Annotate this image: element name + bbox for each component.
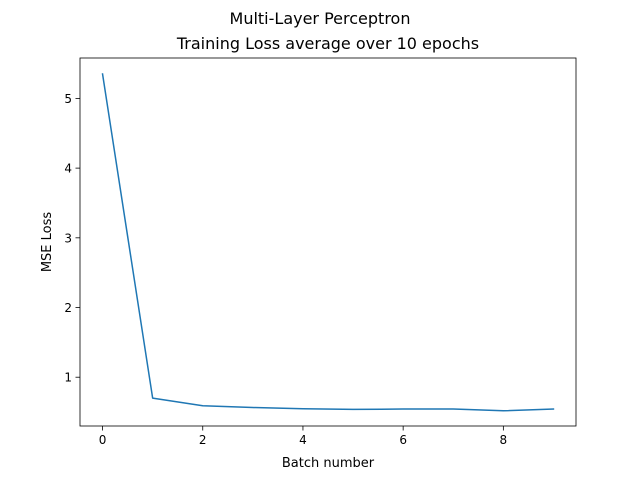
y-axis-label: MSE Loss [40,212,55,273]
chart-suptitle: Multi-Layer Perceptron [230,9,411,28]
chart-title: Training Loss average over 10 epochs [176,34,479,53]
x-tick-label-4: 4 [299,433,307,447]
x-axis-label: Batch number [282,456,375,471]
plot-frame [79,57,577,427]
y-tick-label-3: 3 [64,231,72,245]
series-line-0 [101,73,555,412]
x-tick-label-8: 8 [500,433,508,447]
y-tick-label-5: 5 [64,92,72,106]
y-tick-label-4: 4 [64,162,72,176]
y-tick-label-1: 1 [64,371,72,385]
x-tick-label-2: 2 [199,433,207,447]
y-tick-label-2: 2 [64,301,72,315]
x-tick-label-0: 0 [99,433,107,447]
plot-area: 0 2 4 6 8 1 2 3 4 5 [64,57,577,447]
x-tick-label-6: 6 [399,433,407,447]
